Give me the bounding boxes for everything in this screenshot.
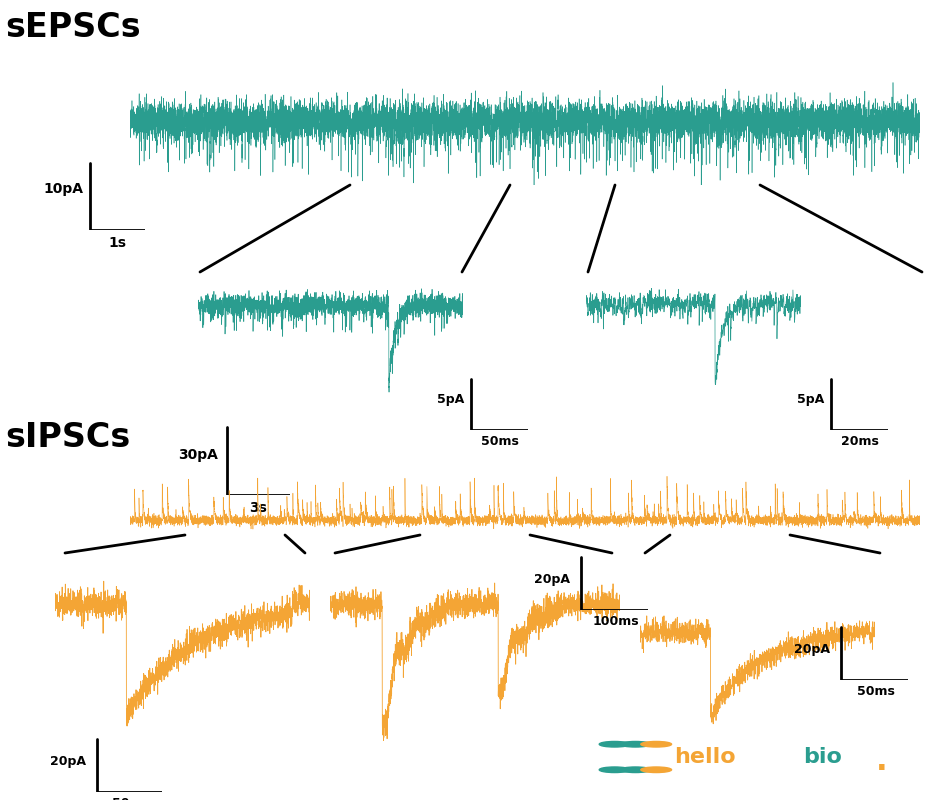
Text: 3s: 3s — [249, 502, 267, 515]
Text: 100ms: 100ms — [593, 615, 639, 628]
Text: 1s: 1s — [108, 236, 126, 250]
Circle shape — [620, 742, 651, 747]
Text: sIPSCs: sIPSCs — [5, 421, 130, 454]
Text: 30pA: 30pA — [178, 448, 218, 462]
Circle shape — [599, 767, 630, 773]
Text: 5pA: 5pA — [797, 394, 823, 406]
Circle shape — [641, 767, 672, 773]
Circle shape — [620, 767, 651, 773]
Text: 50ms: 50ms — [856, 685, 895, 698]
Text: bio: bio — [804, 747, 842, 767]
Circle shape — [641, 742, 672, 747]
Text: 20pA: 20pA — [51, 754, 87, 767]
Circle shape — [599, 742, 630, 747]
Text: sEPSCs: sEPSCs — [5, 11, 140, 44]
Text: 5pA: 5pA — [436, 394, 463, 406]
Text: 20pA: 20pA — [534, 573, 570, 586]
Text: 50ms: 50ms — [481, 435, 519, 448]
Text: 20pA: 20pA — [794, 642, 830, 655]
Text: hello: hello — [674, 747, 736, 767]
Text: 50ms: 50ms — [111, 797, 150, 800]
Text: 20ms: 20ms — [841, 435, 879, 448]
Text: 10pA: 10pA — [43, 182, 83, 196]
Text: .: . — [875, 747, 887, 776]
